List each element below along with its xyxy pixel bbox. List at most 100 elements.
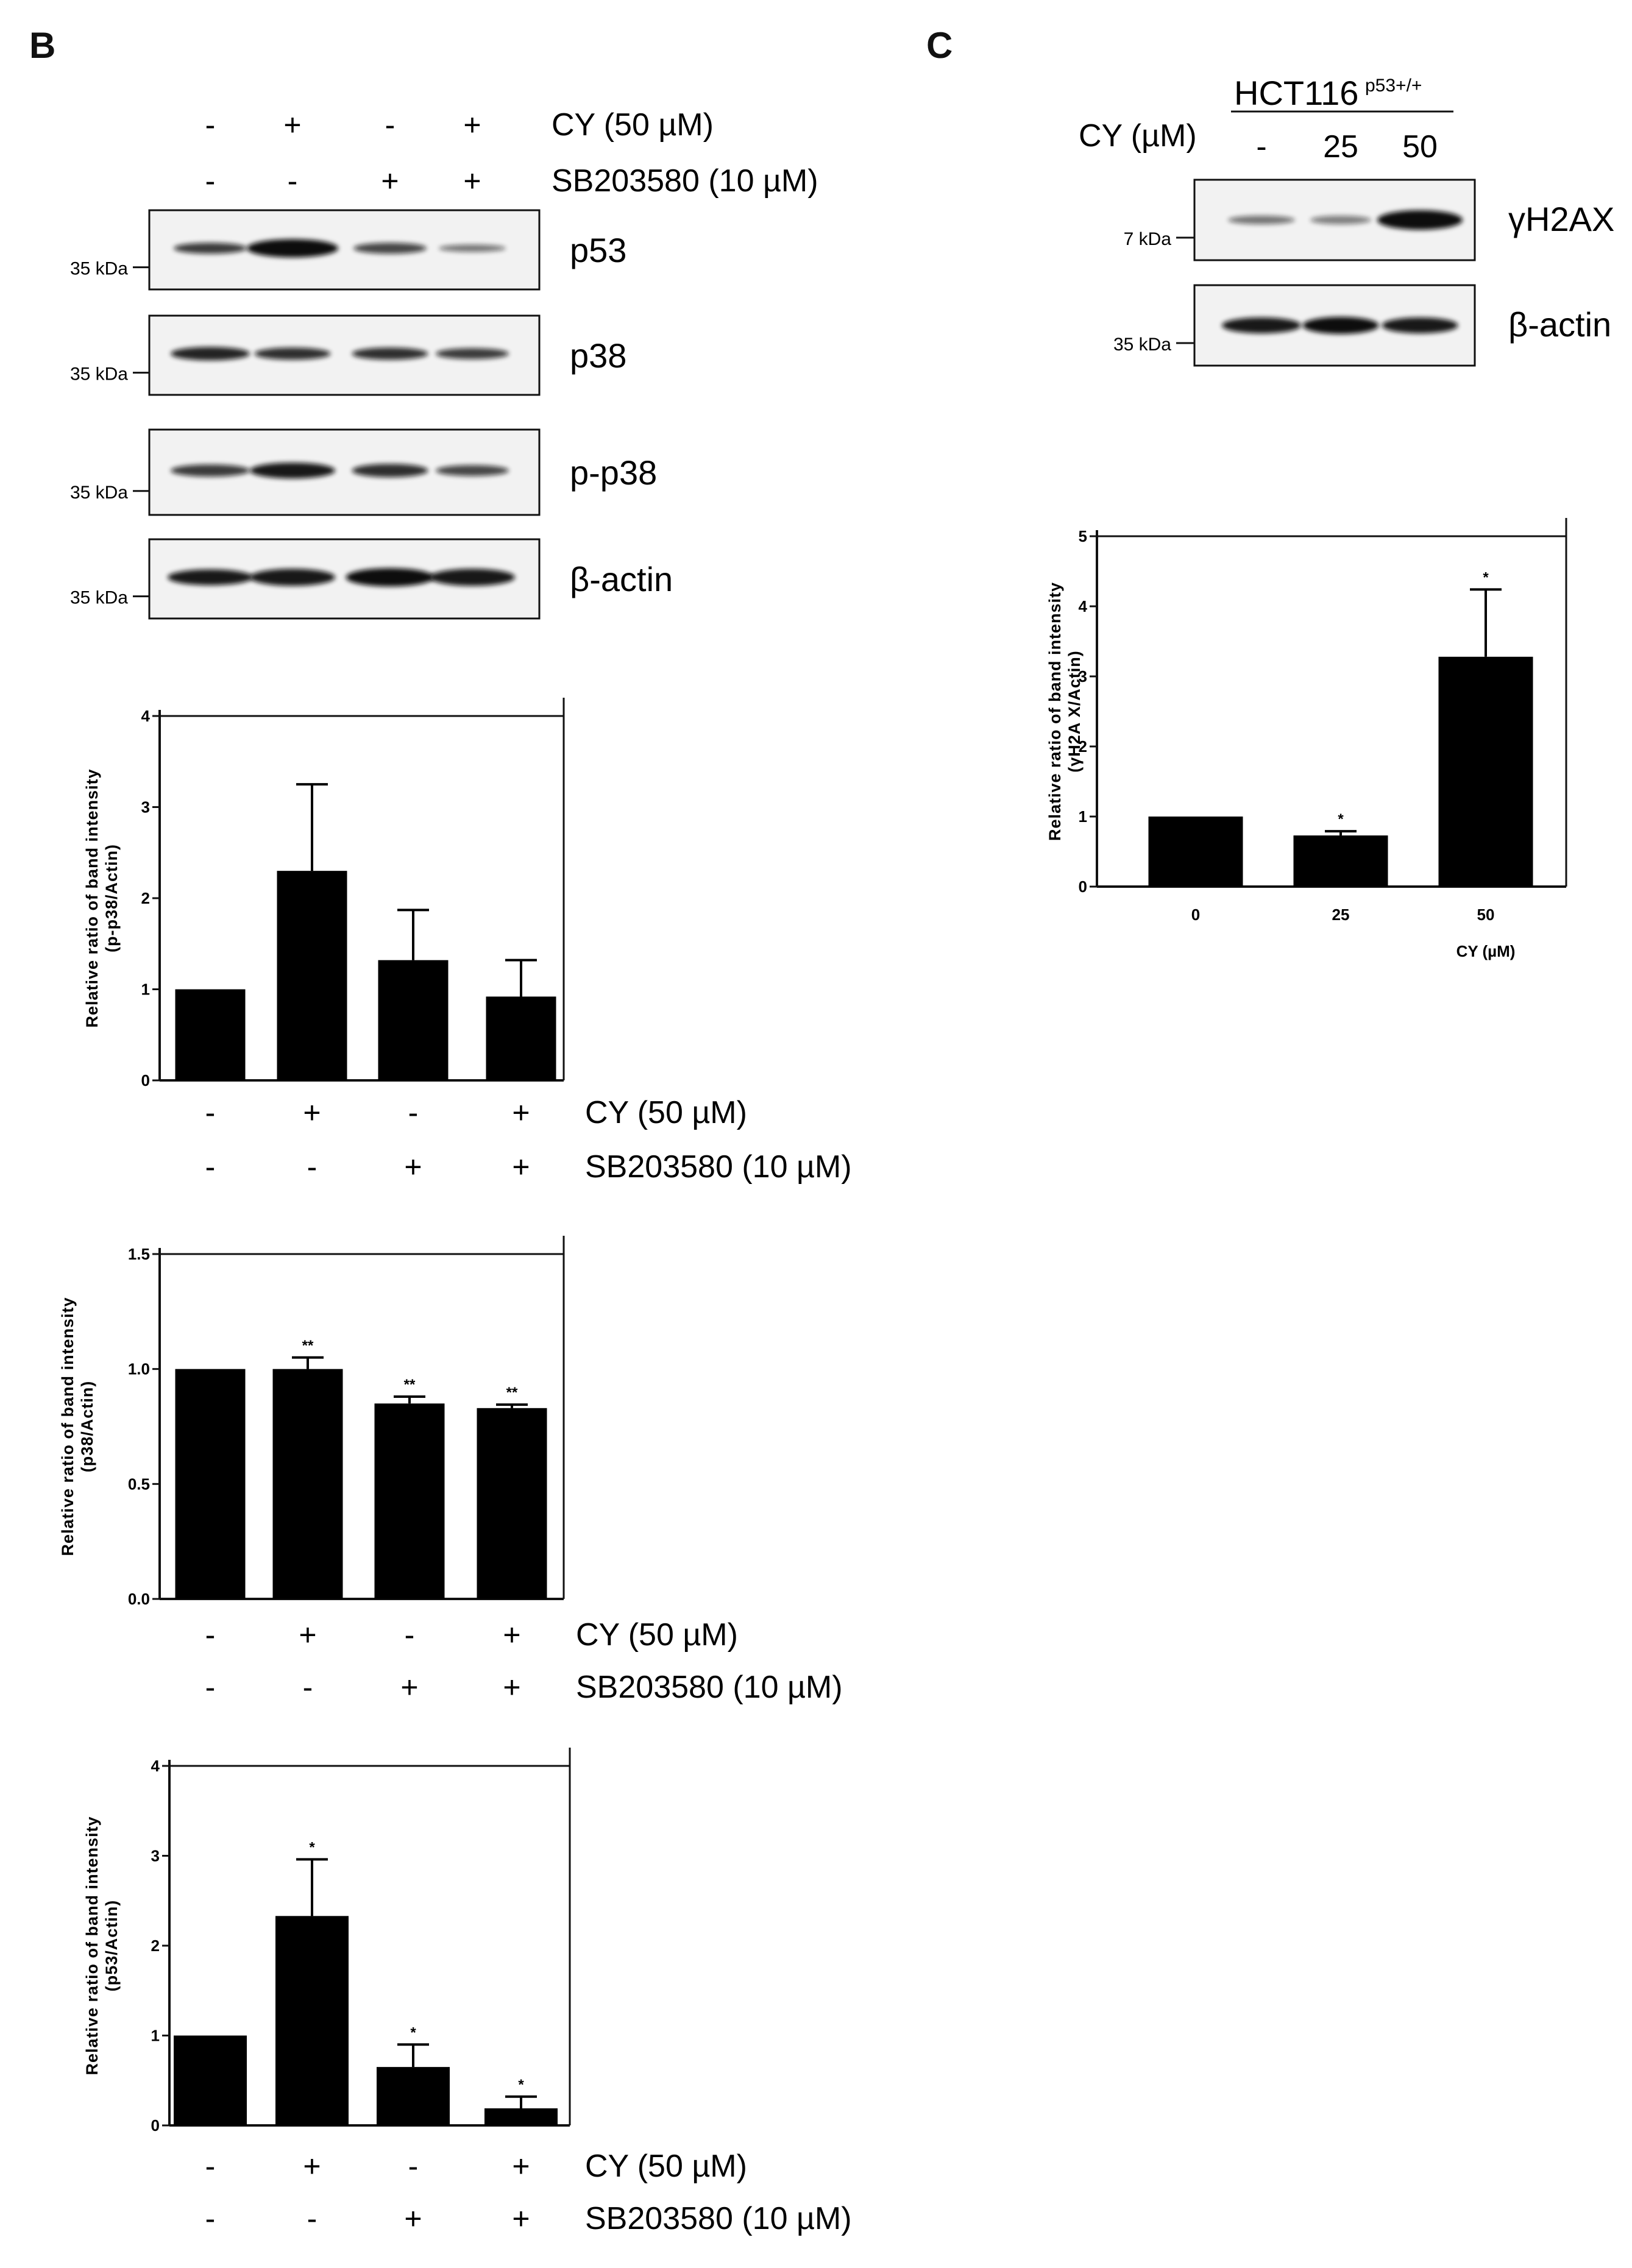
sign-mark: - bbox=[205, 1096, 216, 1130]
y-tick-label: 2 bbox=[141, 889, 150, 907]
bar bbox=[484, 2108, 558, 2125]
blot-band bbox=[430, 569, 515, 586]
sign-mark: + bbox=[503, 1618, 520, 1652]
bar bbox=[175, 1369, 246, 1599]
y-tick-label: 2 bbox=[151, 1937, 160, 1955]
dose-value: - bbox=[1256, 129, 1266, 165]
sign-mark: - bbox=[288, 164, 298, 198]
western-blot-actin: β-actin 35 kDa bbox=[70, 538, 673, 620]
sign-mark: + bbox=[400, 1670, 418, 1704]
sign-mark: + bbox=[463, 108, 481, 142]
y-tick-label: 4 bbox=[1079, 597, 1088, 615]
y-tick-label: 2 bbox=[1079, 737, 1087, 756]
protein-label: β-actin bbox=[1508, 305, 1611, 344]
sign-mark: - bbox=[405, 1618, 415, 1652]
bar-chart-b-pp38: 0 1 2 3 4 Relative ratio of band intensity (p-… bbox=[83, 698, 852, 1185]
sign-mark: - bbox=[205, 164, 216, 198]
marker-label: 35 kDa bbox=[70, 259, 128, 279]
y-tick-label: 1 bbox=[141, 980, 150, 999]
y-axis-label: (γH2A X/Actin) bbox=[1065, 650, 1084, 773]
bar bbox=[374, 1403, 445, 1599]
bar bbox=[277, 871, 347, 1080]
x-tick-label: 0 bbox=[1191, 905, 1200, 924]
cell-line-label: HCT116 bbox=[1234, 74, 1358, 112]
significance-mark: * bbox=[410, 2024, 416, 2041]
y-tick-label: 0 bbox=[151, 2116, 160, 2135]
condition-label: SB203580 (10 µM) bbox=[585, 1149, 852, 1185]
bar bbox=[275, 1916, 349, 2125]
cell-line-superscript: p53+/+ bbox=[1365, 76, 1422, 96]
sign-mark: + bbox=[283, 108, 301, 142]
y-tick-label: 0.0 bbox=[128, 1590, 150, 1608]
bar-chart-b-p53: 0 1 2 3 4 Relative ratio of band intensity (p5… bbox=[83, 1748, 852, 2236]
significance-mark: ** bbox=[506, 1384, 518, 1401]
x-tick-label: 25 bbox=[1332, 905, 1350, 924]
bar bbox=[175, 989, 246, 1080]
blot-band bbox=[247, 239, 338, 258]
protein-label: p38 bbox=[570, 336, 626, 375]
y-tick-label: 1 bbox=[151, 2027, 160, 2045]
western-blot-p38: p38 35 kDa bbox=[70, 314, 626, 396]
sign-mark: - bbox=[205, 1670, 216, 1704]
y-axis-label: (p38/Actin) bbox=[78, 1381, 96, 1473]
y-axis-label: (p-p38/Actin) bbox=[102, 844, 121, 952]
y-tick-label: 0 bbox=[141, 1071, 150, 1090]
sign-mark: - bbox=[408, 1096, 419, 1130]
sign-mark: + bbox=[463, 164, 481, 198]
blot-band bbox=[353, 243, 427, 254]
bar bbox=[1438, 656, 1533, 887]
blot-band bbox=[254, 347, 331, 360]
sign-mark: - bbox=[385, 108, 396, 142]
panel-label-b: B bbox=[29, 25, 56, 66]
sign-mark: + bbox=[512, 1150, 530, 1184]
sign-mark: + bbox=[303, 1096, 321, 1130]
dose-value: 50 bbox=[1402, 129, 1438, 165]
western-blot-p53: p53 35 kDa bbox=[70, 209, 626, 291]
blot-band bbox=[1302, 317, 1379, 334]
sign-mark: - bbox=[205, 1150, 216, 1184]
sign-mark: - bbox=[205, 2202, 216, 2236]
condition-label: SB203580 (10 µM) bbox=[552, 163, 818, 199]
blot-band bbox=[352, 464, 428, 478]
protein-label: p-p38 bbox=[570, 453, 657, 492]
significance-mark: ** bbox=[404, 1377, 416, 1393]
sign-mark: - bbox=[205, 108, 216, 142]
y-axis-label: Relative ratio of band intensity bbox=[83, 768, 101, 1027]
bar-chart-b-p38: 0.0 0.5 1.0 1.5 Relative ratio of band inten… bbox=[59, 1236, 843, 1705]
sign-mark: + bbox=[404, 2202, 422, 2236]
y-tick-label: 1.5 bbox=[128, 1245, 150, 1263]
condition-label: SB203580 (10 µM) bbox=[585, 2201, 852, 2236]
western-blot-c-1: β-actin 35 kDa bbox=[1113, 284, 1611, 367]
marker-label: 35 kDa bbox=[70, 483, 128, 503]
marker-label: 35 kDa bbox=[70, 364, 128, 384]
y-tick-label: 0 bbox=[1079, 877, 1087, 896]
condition-label: SB203580 (10 µM) bbox=[576, 1670, 843, 1705]
sign-mark: - bbox=[303, 1670, 313, 1704]
protein-label: γH2AX bbox=[1508, 200, 1614, 238]
y-tick-label: 3 bbox=[151, 1847, 160, 1865]
y-axis-label: Relative ratio of band intensity bbox=[59, 1297, 77, 1556]
y-tick-label: 5 bbox=[1079, 527, 1087, 545]
y-tick-label: 3 bbox=[1079, 667, 1087, 686]
sign-mark: + bbox=[381, 164, 399, 198]
bar bbox=[272, 1369, 343, 1599]
blot-band bbox=[1377, 210, 1463, 230]
marker-label: 35 kDa bbox=[1113, 335, 1171, 355]
blot-band bbox=[171, 347, 250, 361]
bar-chart-c-gh2ax: 0 1 2 3 4 5 Relative ratio of band intensity (γ… bbox=[1046, 518, 1567, 960]
y-axis-label: (p53/Actin) bbox=[102, 1900, 121, 1992]
blot-band bbox=[436, 348, 509, 360]
sign-mark: - bbox=[205, 1618, 216, 1652]
blot-band bbox=[439, 244, 506, 252]
blot-band bbox=[346, 568, 435, 587]
blot-band bbox=[352, 347, 428, 360]
blot-band bbox=[250, 569, 335, 586]
significance-mark: * bbox=[309, 1839, 315, 1855]
dose-value: 25 bbox=[1323, 129, 1358, 165]
significance-mark: ** bbox=[302, 1338, 314, 1354]
sign-mark: - bbox=[205, 2149, 216, 2183]
condition-label: CY (50 µM) bbox=[585, 2149, 747, 2184]
blot-band bbox=[1228, 216, 1295, 224]
sign-mark: - bbox=[307, 2202, 318, 2236]
